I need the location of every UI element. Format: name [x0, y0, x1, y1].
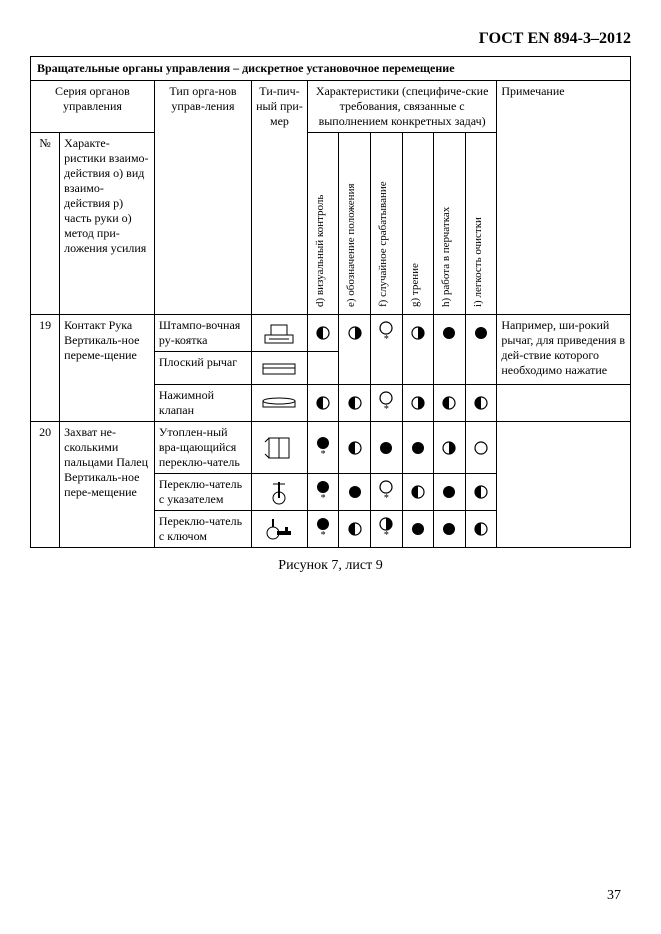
hdr-crit-g: g) трение [402, 133, 434, 315]
variant-type: Переклю-чатель с указателем [154, 474, 251, 511]
criterion-symbol [434, 385, 466, 422]
hdr-crit-h: h) работа в перчатках [434, 133, 466, 315]
table-row: 20Захват не-сколькими пальцами Палец Вер… [31, 422, 631, 474]
figure-caption: Рисунок 7, лист 9 [30, 558, 631, 574]
criterion-symbol [339, 474, 371, 511]
example-icon-cell [252, 385, 308, 422]
criterion-symbol [434, 422, 466, 474]
criterion-symbol [339, 511, 371, 548]
flat_lever-icon [259, 354, 299, 382]
hdr-num: № [31, 133, 60, 315]
criterion-symbol [339, 385, 371, 422]
hdr-criteria-group: Характеристики (специфиче-ские требовани… [307, 81, 496, 133]
row-char: Контакт Рука Вертикаль-ное переме-щение [60, 315, 155, 422]
criterion-symbol: * [307, 422, 339, 474]
criterion-symbol [402, 385, 434, 422]
criterion-symbol [402, 474, 434, 511]
criterion-symbol [339, 422, 371, 474]
stamp_handle-icon [259, 319, 299, 347]
example-icon-cell [252, 352, 308, 385]
criterion-symbol [465, 474, 497, 511]
key_switch-icon [259, 515, 299, 543]
hdr-note: Примечание [497, 81, 631, 315]
example-icon-cell [252, 422, 308, 474]
variant-type: Утоплен-ный вра-щающийся переклю-чатель [154, 422, 251, 474]
criterion-symbol [465, 511, 497, 548]
criterion-symbol [434, 474, 466, 511]
row-note: Например, ши-рокий рычаг, для приведения… [497, 315, 631, 385]
push_valve-icon [259, 389, 299, 417]
pointer_switch-icon [259, 478, 299, 506]
hdr-example: Ти-пич-ный при-мер [252, 81, 308, 315]
page: ГОСТ EN 894-3–2012 Вращательные органы у… [0, 0, 661, 594]
hdr-char: Характе-ристики взаимо-действия о) вид в… [60, 133, 155, 315]
criterion-symbol: * [307, 511, 339, 548]
criterion-symbol [402, 422, 434, 474]
criterion-symbol: * [371, 315, 403, 352]
variant-type: Переклю-чатель с ключом [154, 511, 251, 548]
hdr-series: Серия органов управления [31, 81, 155, 133]
criterion-symbol [465, 315, 497, 352]
example-icon-cell [252, 315, 308, 352]
criterion-symbol [371, 422, 403, 474]
criterion-symbol [434, 511, 466, 548]
criterion-symbol [402, 315, 434, 352]
criterion-symbol [434, 352, 466, 385]
criterion-symbol [339, 352, 371, 385]
variant-type: Штампо-вочная ру-коятка [154, 315, 251, 352]
row-num: 19 [31, 315, 60, 422]
criterion-symbol [434, 315, 466, 352]
criterion-symbol: * [371, 385, 403, 422]
recessed_rotary-icon [259, 434, 299, 462]
criterion-symbol: * [371, 511, 403, 548]
variant-type: Нажимной клапан [154, 385, 251, 422]
row-num: 20 [31, 422, 60, 548]
criterion-symbol [307, 385, 339, 422]
hdr-crit-d: d) визуальный контроль [307, 133, 339, 315]
hdr-crit-f: f) случайное срабатывание [371, 133, 403, 315]
criterion-symbol [339, 315, 371, 352]
criterion-symbol [371, 352, 403, 385]
criterion-symbol [465, 385, 497, 422]
example-icon-cell [252, 511, 308, 548]
row-note [497, 385, 631, 422]
criterion-symbol: * [307, 474, 339, 511]
criterion-symbol [307, 315, 339, 352]
main-table: Вращательные органы управления – дискрет… [30, 56, 631, 548]
row-char: Захват не-сколькими пальцами Палец Верти… [60, 422, 155, 548]
example-icon-cell [252, 474, 308, 511]
criterion-symbol [465, 352, 497, 385]
hdr-crit-e: e) обозначение положения [339, 133, 371, 315]
table-title: Вращательные органы управления – дискрет… [31, 57, 631, 81]
criterion-symbol [402, 352, 434, 385]
criterion-symbol: * [371, 474, 403, 511]
table-title-row: Вращательные органы управления – дискрет… [31, 57, 631, 81]
criterion-symbol [465, 422, 497, 474]
table-row: 19Контакт Рука Вертикаль-ное переме-щени… [31, 315, 631, 352]
row-note [497, 422, 631, 548]
page-number: 37 [607, 888, 621, 904]
criterion-symbol [402, 511, 434, 548]
criterion-symbol [307, 352, 339, 385]
variant-type: Плоский рычаг [154, 352, 251, 385]
hdr-crit-i: i) легкость очистки [465, 133, 497, 315]
hdr-type: Тип орга-нов управ-ления [154, 81, 251, 315]
doc-id: ГОСТ EN 894-3–2012 [30, 30, 631, 48]
